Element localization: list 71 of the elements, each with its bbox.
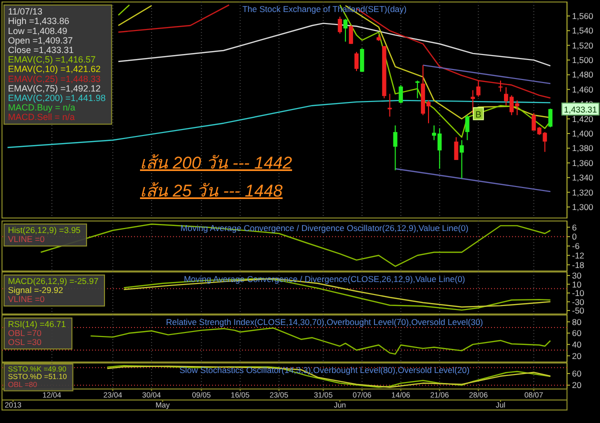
candlestick [415,80,420,99]
annotation: Close =1,433.31 [8,45,74,55]
y-tick-label: -18 [572,260,585,270]
annotation: OBL =70 [8,328,42,338]
y-tick-label: 10 [572,279,582,290]
y-tick-label: 1,420 [572,114,594,124]
y-tick-label: 1,320 [572,187,594,198]
candlestick [343,18,348,42]
annotation: Open =1,409.37 [8,35,73,46]
candlestick [354,51,359,72]
candlestick [398,84,403,104]
annotation: VLINE =0 [8,294,45,304]
y-tick-label: -6 [572,241,580,251]
y-tick-label: 1,460 [572,84,594,94]
annotation: EMAV(C,200) =1,441.98 [8,93,106,103]
y-tick-label: 1,300 [572,202,594,212]
annotation: RSI(14) =46.71 [8,319,66,329]
candlestick [393,124,398,171]
y-tick-label: 1,360 [572,158,594,168]
chart-title: Relative Strength Index(CLOSE,14,30,70),Overbought Level(70),Oversold Level(30) [166,317,484,327]
y-tick-label: 40 [572,339,582,350]
annotation: OSL =30 [8,337,42,347]
y-tick-label: 1,380 [572,143,594,154]
annotation: MACD(26,12,9) =-25.97 [8,276,99,286]
candlestick [388,93,392,118]
y-tick-label: 80 [572,316,582,327]
y-tick-label: 60 [572,328,582,338]
y-tick-label: 20 [572,350,582,361]
y-tick-label: -50 [572,306,585,316]
y-tick-label: 1,480 [572,70,594,80]
annotation: Signal =-29.92 [8,285,64,295]
annotation: Hist(26,12,9) =3.95 [8,225,81,235]
line-series [118,22,551,66]
y-tick-label: -12 [572,250,585,260]
annotation: EMAV(C,10) =1,421.62 [8,64,101,74]
y-tick-label: 1,400 [572,128,594,139]
y-tick-label: 0 [572,232,577,242]
y-tick-label: 30 [572,270,582,280]
y-tick-label: 1,540 [572,26,594,36]
y-tick-label: 6 [572,222,577,232]
annotation: VLINE =0 [8,234,45,244]
annotation: EMAV(C,75) =1,492.12 [8,83,101,94]
candlestick [465,114,470,141]
candlestick [454,136,458,160]
candlestick [338,16,342,34]
candlestick [460,140,464,179]
y-tick-label: 60 [572,368,582,379]
annotation: เส้น 200 วัน --- 1442 [140,153,293,172]
candlestick [348,25,354,44]
candlestick [548,108,552,128]
y-tick-label: 1,520 [572,40,594,50]
annotation: MACD.Buy = n/a [8,102,76,113]
annotation: เส้น 25 วัน --- 1448 [140,181,284,200]
annotation: B [475,110,482,120]
annotation: High =1,433.86 [8,16,70,26]
y-tick-label: -30 [572,296,585,307]
candlestick [360,48,364,72]
annotation: MACD.Sell = n/a [8,112,75,122]
line-series [90,327,551,355]
y-tick-label: 1,500 [572,55,594,66]
annotation: 1,433.31 [564,104,598,115]
y-tick-label: 1,560 [572,10,594,21]
y-tick-label: -10 [572,288,585,298]
annotation: EMAV(C,5) =1,416.57 [8,54,96,65]
annotation: EMAV(C,25) =1,448.33 [8,74,101,84]
y-tick-label: 1,340 [572,172,594,183]
y-tick-label: 20 [572,380,582,390]
candlestick [498,80,503,92]
annotation: Low =1,408.49 [8,26,68,36]
annotation: 11/07/13 [8,6,42,17]
candlestick [476,80,480,98]
